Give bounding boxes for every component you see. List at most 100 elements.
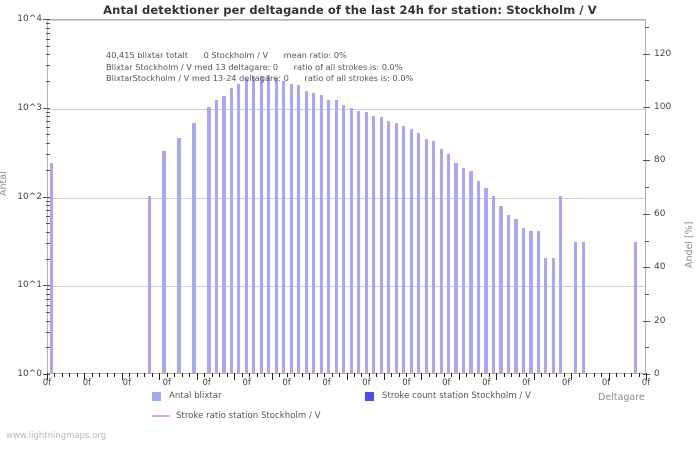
bar bbox=[147, 195, 151, 373]
bar bbox=[544, 257, 548, 373]
x-axis-minor-tick bbox=[294, 373, 296, 377]
y-axis-right-tick bbox=[643, 213, 650, 215]
bar bbox=[214, 99, 219, 373]
bar bbox=[439, 149, 443, 373]
bar bbox=[177, 138, 181, 373]
chart-title: Antal detektioner per deltagande of the … bbox=[103, 3, 597, 17]
x-axis-minor-tick bbox=[241, 373, 243, 377]
bar bbox=[304, 90, 308, 373]
x-axis-minor-tick bbox=[99, 373, 101, 377]
legend-label: Stroke ratio station Stockholm / V bbox=[176, 411, 321, 421]
y-axis-right-tick bbox=[643, 53, 650, 55]
y-axis-left-minor-tick bbox=[46, 242, 50, 244]
y-axis-left-minor-tick bbox=[46, 27, 50, 29]
annotation-block: 40,415 blixtar totalt 0 Stockholm / V me… bbox=[106, 50, 626, 85]
y-axis-left-minor-tick bbox=[46, 293, 50, 295]
legend-swatch-marker bbox=[365, 391, 374, 401]
x-axis-minor-tick bbox=[376, 373, 378, 377]
x-axis-minor-tick bbox=[189, 373, 191, 377]
x-axis-label: 0f bbox=[442, 378, 451, 388]
y-axis-left-minor-tick bbox=[46, 169, 50, 171]
y-axis-right-tick bbox=[643, 267, 650, 269]
x-axis-tick bbox=[496, 373, 498, 380]
y-axis-left-minor-tick bbox=[46, 205, 50, 207]
x-axis-label: 0f bbox=[42, 378, 52, 388]
y-axis-left-minor-tick bbox=[46, 127, 50, 129]
gridline bbox=[48, 20, 645, 21]
x-axis-minor-tick bbox=[324, 373, 326, 377]
x-axis-minor-tick bbox=[204, 373, 206, 377]
bar bbox=[282, 80, 286, 373]
x-axis-tick bbox=[121, 373, 123, 380]
x-axis-label: 0f bbox=[282, 378, 291, 388]
x-axis-label: 0f bbox=[202, 378, 211, 388]
x-axis-tick bbox=[646, 373, 647, 380]
y-axis-left-minor-tick bbox=[46, 347, 50, 349]
y-axis-left-label: 10^3 bbox=[17, 102, 42, 113]
y-axis-left-minor-tick bbox=[46, 23, 50, 25]
y-axis-left-minor-tick bbox=[46, 210, 50, 212]
x-axis-label: 0f bbox=[641, 378, 651, 388]
y-axis-right-title: Andel [%] bbox=[684, 221, 695, 269]
bar bbox=[297, 84, 301, 373]
bar bbox=[447, 154, 451, 373]
y-axis-left-minor-tick bbox=[46, 223, 50, 225]
bar bbox=[349, 108, 353, 373]
x-axis-minor-tick bbox=[406, 373, 408, 377]
bar bbox=[432, 141, 436, 373]
x-axis-minor-tick bbox=[518, 373, 520, 377]
bar bbox=[357, 110, 361, 373]
x-axis-minor-tick bbox=[436, 373, 438, 377]
bar bbox=[267, 74, 271, 373]
x-axis-minor-tick bbox=[578, 373, 580, 377]
y-axis-left-label: 10^1 bbox=[17, 280, 42, 291]
x-axis-title: Deltagare bbox=[598, 392, 645, 403]
bar bbox=[491, 195, 496, 373]
x-axis-minor-tick bbox=[631, 373, 633, 377]
x-axis-minor-tick bbox=[144, 373, 146, 377]
legend-item[interactable]: Stroke count station Stockholm / V bbox=[365, 391, 531, 401]
y-axis-right-minor-tick bbox=[645, 293, 649, 295]
x-axis-tick bbox=[421, 373, 423, 380]
y-axis-left-minor-tick bbox=[46, 331, 50, 333]
gridline bbox=[48, 286, 645, 288]
x-axis-minor-tick bbox=[106, 373, 108, 377]
bar bbox=[319, 94, 323, 373]
legend-item[interactable]: Stroke ratio station Stockholm / V bbox=[152, 411, 320, 421]
bar bbox=[372, 115, 376, 373]
bar bbox=[417, 133, 421, 373]
x-axis-minor-tick bbox=[466, 373, 468, 377]
bar bbox=[514, 218, 518, 373]
bar bbox=[259, 75, 263, 373]
y-axis-left-tick bbox=[43, 196, 50, 198]
x-axis-tick bbox=[533, 373, 535, 380]
y-axis-right-minor-tick bbox=[645, 80, 649, 82]
x-axis-minor-tick bbox=[249, 373, 251, 377]
annotation-line: BlixtarStockholm / V med 13-24 deltagare… bbox=[106, 73, 414, 84]
legend-item[interactable]: Antal blixtar bbox=[152, 391, 222, 401]
bar bbox=[559, 195, 563, 373]
y-axis-left-minor-tick bbox=[46, 111, 50, 113]
x-axis-label: 0f bbox=[322, 378, 331, 388]
y-axis-left-tick bbox=[43, 374, 50, 375]
x-axis-tick bbox=[571, 373, 573, 380]
bar bbox=[551, 257, 555, 373]
x-axis-label: 0f bbox=[601, 378, 611, 388]
bar bbox=[424, 139, 428, 373]
y-axis-left-minor-tick bbox=[46, 231, 50, 233]
x-axis-minor-tick bbox=[166, 373, 168, 377]
x-axis-tick bbox=[346, 373, 348, 380]
x-axis-minor-tick bbox=[174, 373, 176, 377]
y-axis-left-title: Antal bbox=[0, 171, 9, 196]
y-axis-right-label: 40 bbox=[654, 262, 666, 273]
y-axis-right-label: 60 bbox=[654, 208, 666, 219]
bar bbox=[312, 93, 316, 373]
x-axis-tick bbox=[608, 373, 610, 380]
x-axis-minor-tick bbox=[353, 373, 355, 377]
y-axis-left-minor-tick bbox=[46, 38, 50, 40]
x-axis-tick bbox=[234, 373, 236, 380]
y-axis-left-minor-tick bbox=[46, 81, 50, 83]
bar bbox=[334, 100, 338, 373]
y-axis-left-minor-tick bbox=[46, 304, 50, 306]
x-axis-minor-tick bbox=[61, 373, 63, 377]
